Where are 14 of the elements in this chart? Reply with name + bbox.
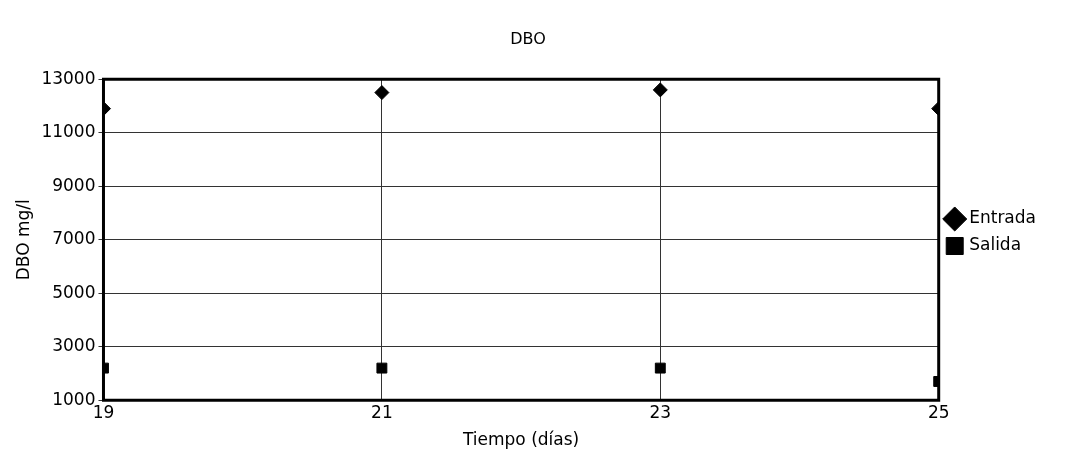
- y-tick-label: 5000: [52, 281, 96, 302]
- y-tick-label: 11000: [41, 121, 96, 142]
- x-tick-label: 23: [649, 401, 672, 422]
- y-tick-label: 3000: [52, 335, 96, 356]
- x-tick-label: 21: [371, 401, 393, 422]
- y-tick-label: 7000: [52, 228, 96, 249]
- y-tick-label: 13000: [41, 67, 96, 88]
- y-tick-label: 9000: [52, 174, 96, 195]
- chart-title: DBO: [510, 28, 546, 48]
- legend-label: Entrada: [969, 207, 1036, 228]
- legend-label: Salida: [969, 234, 1022, 255]
- x-tick-label: 25: [927, 401, 950, 422]
- y-axis-title: DBO mg/l: [12, 199, 33, 281]
- x-axis-title: Tiempo (días): [461, 429, 580, 450]
